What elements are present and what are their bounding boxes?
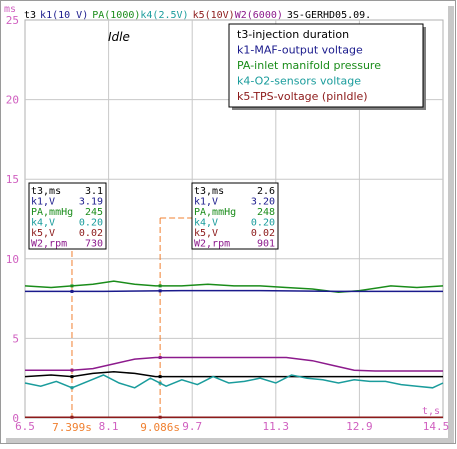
readout-name: W2,rpm bbox=[194, 239, 230, 250]
header-item: 3S-GERHD05.09. bbox=[287, 10, 371, 21]
readout-name: t3,ms bbox=[31, 186, 61, 197]
readout-value: 0.02 bbox=[79, 228, 103, 239]
series-layer bbox=[24, 280, 444, 418]
x-tick-label: 8.1 bbox=[99, 420, 119, 433]
y-tick-label: 10 bbox=[6, 253, 19, 266]
readout-frame bbox=[28, 182, 107, 250]
header-item: PA(1000) bbox=[92, 10, 140, 21]
cursor-marker bbox=[70, 375, 74, 379]
legend-entry: k1-MAF-output voltage bbox=[237, 44, 363, 57]
cursor-marker bbox=[158, 375, 162, 379]
cursor-marker bbox=[70, 284, 74, 288]
header-item: k4(2.5V) bbox=[140, 10, 188, 21]
y-tick-label: 15 bbox=[6, 173, 19, 186]
readout-value: 0.20 bbox=[251, 218, 275, 229]
y-tick-label: 20 bbox=[6, 94, 19, 107]
cursor-readout-box: t3,ms 2.6 k1,V 3.20 PA,mmHg 248 k4,V 0.20 k5,V 0.… bbox=[191, 182, 279, 250]
header-text: t3 k1(10 V) PA(1000)k4(2.5V) k5(10V)W2(6000… bbox=[24, 10, 371, 21]
y-tick-label: 25 bbox=[6, 14, 19, 27]
header-item: t3 bbox=[24, 10, 36, 21]
series-line-W2 bbox=[25, 356, 443, 372]
x-tick-label: 9.7 bbox=[182, 420, 202, 433]
cursor-readout-box: t3,ms 3.1 k1,V 3.19 PA,mmHg 245 k4,V 0.20 k5,V 0.… bbox=[28, 182, 107, 250]
window-shadow-right bbox=[448, 6, 454, 442]
readout-name: k5,V bbox=[31, 228, 55, 239]
readout-frame bbox=[191, 182, 279, 250]
cursor-marker bbox=[158, 284, 162, 288]
readout-name: W2,rpm bbox=[31, 239, 67, 250]
cursor-marker bbox=[158, 289, 162, 293]
readout-name: k5,V bbox=[194, 228, 218, 239]
x-tick-label: 12.9 bbox=[346, 420, 373, 433]
y-unit-label: ms bbox=[4, 4, 16, 15]
readout-name: PA,mmHg bbox=[194, 207, 236, 218]
readout-value: 245 bbox=[85, 207, 103, 218]
y-tick-label: 5 bbox=[12, 332, 19, 345]
header-item: W2(6000) bbox=[235, 10, 283, 21]
legend-entry: k5-TPS-voltage (pinIdle) bbox=[237, 90, 368, 103]
readout-name: k4,V bbox=[194, 218, 218, 229]
header-item: k5(10V) bbox=[193, 10, 235, 21]
cursor-marker bbox=[70, 386, 74, 390]
series-line-PA bbox=[24, 280, 444, 293]
readout-value: 730 bbox=[85, 239, 103, 250]
x-tick-label: 14.5 bbox=[423, 420, 450, 433]
readout-name: PA,mmHg bbox=[31, 207, 73, 218]
y-tick-label: 0 bbox=[12, 412, 19, 425]
readout-name: k1,V bbox=[194, 197, 218, 208]
legend-frame bbox=[228, 23, 424, 108]
cursor-marker bbox=[70, 415, 74, 419]
x-tick-label: 6.5 bbox=[15, 420, 35, 433]
readout-layer: t3,ms 3.1 k1,V 3.19 PA,mmHg 245 k4,V 0.20 k5,V 0.… bbox=[28, 182, 279, 250]
readout-value: 3.19 bbox=[79, 197, 103, 208]
cursor-marker bbox=[70, 368, 74, 372]
readout-value: 248 bbox=[257, 207, 275, 218]
plot-area bbox=[24, 19, 444, 419]
legend-entry: k4-O2-sensors voltage bbox=[237, 75, 361, 88]
cursor-marker bbox=[158, 356, 162, 360]
readout-value: 3.1 bbox=[85, 186, 103, 197]
series-line-t3 bbox=[24, 371, 443, 378]
series-line-k1 bbox=[25, 289, 443, 293]
series-line-k4 bbox=[24, 374, 444, 389]
readout-value: 0.20 bbox=[79, 218, 103, 229]
readout-value: 2.6 bbox=[257, 186, 275, 197]
x-tick-label: 11.3 bbox=[263, 420, 290, 433]
header-item: k1(10 V) bbox=[40, 10, 88, 21]
cursor-marker bbox=[158, 381, 162, 385]
chart-header: t3 k1(10 V) PA(1000)k4(2.5V) k5(10V)W2(6000… bbox=[24, 10, 371, 21]
x-unit-label: t,s bbox=[422, 406, 440, 417]
status-label: Idle bbox=[108, 30, 130, 44]
legend-entry: t3-injection duration bbox=[237, 28, 349, 41]
legend-entry: PA-inlet manifold pressure bbox=[237, 59, 381, 72]
cursor-time-label: 9.086s bbox=[140, 421, 180, 434]
cursor-marker bbox=[158, 415, 162, 419]
readout-value: 901 bbox=[257, 239, 275, 250]
axes: 0 5 10 15 20 25 6.5 8.1 9.7 11.3 12.9 14.5 ms t,s bbox=[4, 4, 449, 433]
legend: t3-injection duration k1-MAF-output volta… bbox=[228, 23, 426, 110]
window-shadow-bottom bbox=[6, 438, 454, 443]
cursor-marker bbox=[70, 289, 74, 293]
cursor-time-label: 7.399s bbox=[52, 421, 92, 434]
readout-name: k1,V bbox=[31, 197, 55, 208]
readout-value: 0.02 bbox=[251, 228, 275, 239]
readout-name: k4,V bbox=[31, 218, 55, 229]
readout-value: 3.20 bbox=[251, 197, 275, 208]
readout-name: t3,ms bbox=[194, 186, 224, 197]
